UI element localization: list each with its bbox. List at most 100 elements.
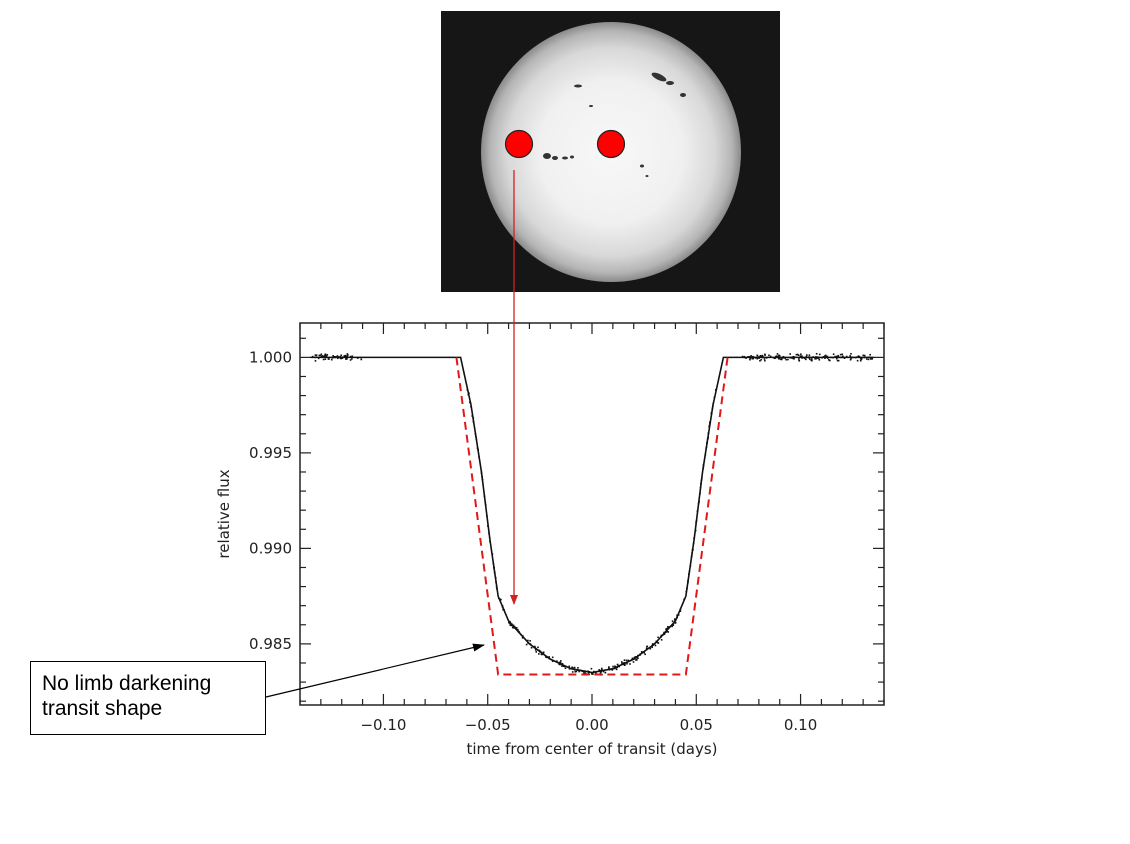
data-point (347, 354, 349, 356)
data-point (860, 358, 863, 361)
annotation-box: No limb darkening transit shape (30, 661, 266, 735)
data-point (778, 354, 780, 357)
data-point (836, 359, 839, 362)
data-point (314, 354, 317, 356)
data-point (614, 665, 616, 668)
sunspot (570, 155, 574, 159)
data-point (574, 670, 577, 673)
data-point (542, 651, 545, 654)
data-point (667, 631, 670, 633)
data-point (674, 621, 677, 624)
data-point (337, 357, 339, 360)
data-point (604, 671, 607, 674)
data-point (561, 662, 564, 665)
data-point (764, 353, 766, 356)
data-point (660, 639, 663, 641)
data-point (836, 355, 838, 358)
data-point (657, 636, 659, 639)
data-point (808, 354, 811, 356)
data-point (561, 665, 563, 667)
y-tick-label: 0.990 (249, 539, 292, 557)
data-point (568, 665, 571, 668)
y-tick-labels: 0.985 0.990 0.995 1.000 (249, 348, 292, 653)
data-point (529, 640, 531, 642)
data-point (351, 358, 353, 360)
x-tick-label: −0.05 (465, 716, 511, 734)
data-point (869, 358, 872, 360)
data-point (837, 354, 840, 357)
data-point (349, 359, 352, 361)
data-point (621, 661, 623, 663)
data-point (756, 354, 759, 357)
data-point (534, 649, 537, 651)
data-point (551, 660, 554, 663)
data-point (327, 358, 330, 360)
data-point (651, 646, 653, 649)
data-point (645, 647, 648, 650)
data-point (595, 672, 597, 674)
data-point (859, 359, 862, 362)
data-point (779, 358, 782, 361)
data-point (672, 624, 675, 626)
data-point (627, 659, 630, 662)
data-point (815, 352, 818, 355)
limb-darkened-fit-line (310, 356, 874, 674)
data-point (317, 357, 320, 360)
data-point (806, 354, 808, 356)
data-point (834, 355, 836, 358)
data-point (871, 358, 873, 360)
data-point (800, 353, 802, 355)
data-point (764, 354, 766, 356)
data-point (859, 357, 862, 360)
data-point (801, 355, 803, 357)
sunspot (680, 93, 686, 97)
data-point (784, 357, 786, 360)
data-point (752, 357, 755, 360)
data-point (796, 353, 799, 356)
data-point (869, 353, 871, 356)
data-point (636, 658, 638, 661)
data-point (626, 662, 628, 665)
data-point (835, 357, 838, 360)
annotation-line-1: No limb darkening (42, 672, 212, 695)
data-point (667, 626, 669, 628)
data-point (344, 355, 347, 357)
sunspot (651, 72, 667, 82)
data-point (346, 353, 349, 355)
data-point (787, 358, 789, 361)
data-point (612, 665, 614, 668)
data-point (798, 359, 801, 362)
data-point (850, 352, 852, 355)
data-point (778, 358, 780, 360)
data-point (818, 358, 821, 361)
no-limb-darkening-model-line (455, 357, 729, 676)
data-point (758, 357, 760, 359)
sun-photo (441, 11, 780, 292)
data-point (764, 359, 766, 362)
data-point (776, 353, 779, 355)
data-point (322, 358, 325, 361)
data-point (749, 358, 751, 361)
data-point (339, 357, 342, 360)
data-point (544, 656, 547, 658)
data-point (763, 358, 766, 360)
data-point (800, 355, 802, 358)
data-point (637, 657, 639, 659)
data-point (797, 354, 800, 357)
sunspot (562, 156, 568, 160)
data-point (768, 354, 770, 357)
data-point (601, 668, 603, 671)
data-point (615, 668, 618, 671)
sunspots (543, 72, 686, 177)
sunspot (552, 156, 558, 160)
data-point (322, 355, 325, 358)
data-point (785, 358, 787, 361)
data-point (850, 357, 852, 360)
data-point (537, 646, 539, 649)
data-point (671, 620, 674, 623)
data-point (824, 354, 827, 357)
data-point (584, 672, 586, 674)
data-point (845, 355, 848, 358)
data-point (826, 355, 829, 358)
